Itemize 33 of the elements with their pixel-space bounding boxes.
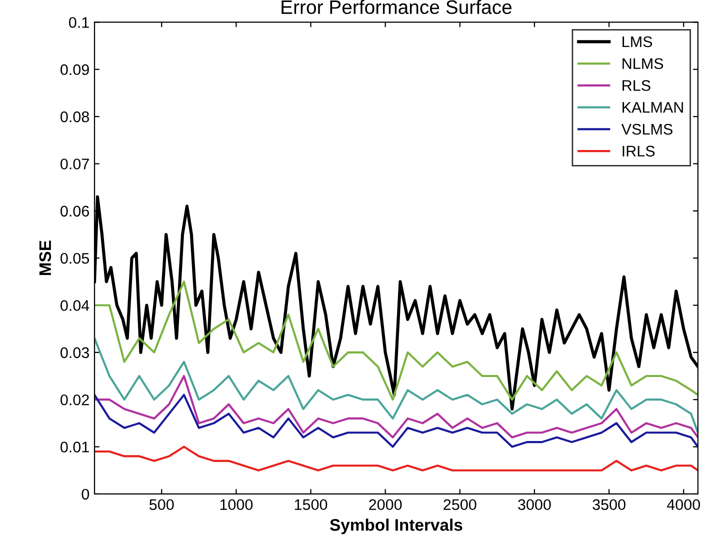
legend-label: RLS xyxy=(622,80,650,91)
y-tick-label: 0.1 xyxy=(69,17,89,28)
x-axis-title: Symbol Intervals xyxy=(330,518,462,534)
x-tick-label: 1500 xyxy=(294,499,328,510)
y-axis-title: MSE xyxy=(39,240,52,276)
x-tick-label: 2500 xyxy=(444,499,476,510)
y-tick-label: 0.03 xyxy=(60,347,89,358)
line-series xyxy=(94,374,698,438)
y-tick-label: 0.08 xyxy=(60,111,89,122)
x-tick-label: 2000 xyxy=(369,499,402,510)
line-series xyxy=(94,446,698,472)
line-series xyxy=(94,337,698,434)
y-tick-label: 0.01 xyxy=(60,442,89,452)
legend-label: IRLS xyxy=(622,146,655,157)
legend-label: LMS xyxy=(622,36,652,48)
line-series xyxy=(94,280,698,401)
y-tick-label: 0.09 xyxy=(60,64,89,76)
y-tick-label: 0 xyxy=(82,488,90,500)
x-tick-label: 1000 xyxy=(220,499,253,510)
y-tick-label: 0.02 xyxy=(60,394,89,406)
y-tick-label: 0.06 xyxy=(60,206,89,217)
x-tick-label: 3000 xyxy=(518,499,551,510)
legend-label: NLMS xyxy=(622,58,664,70)
legend-label: VSLMS xyxy=(621,124,672,135)
line-series xyxy=(94,394,698,448)
legend-label: KALMAN xyxy=(622,102,683,113)
chart-title: Error Performance Surface xyxy=(282,0,512,14)
x-tick-label: 500 xyxy=(149,499,174,510)
y-tick-label: 0.04 xyxy=(60,300,90,311)
x-tick-label: 3500 xyxy=(592,499,626,510)
x-tick-label: 4000 xyxy=(666,499,700,510)
y-tick-label: 0.07 xyxy=(60,158,89,170)
y-tick-label: 0.05 xyxy=(60,252,90,264)
